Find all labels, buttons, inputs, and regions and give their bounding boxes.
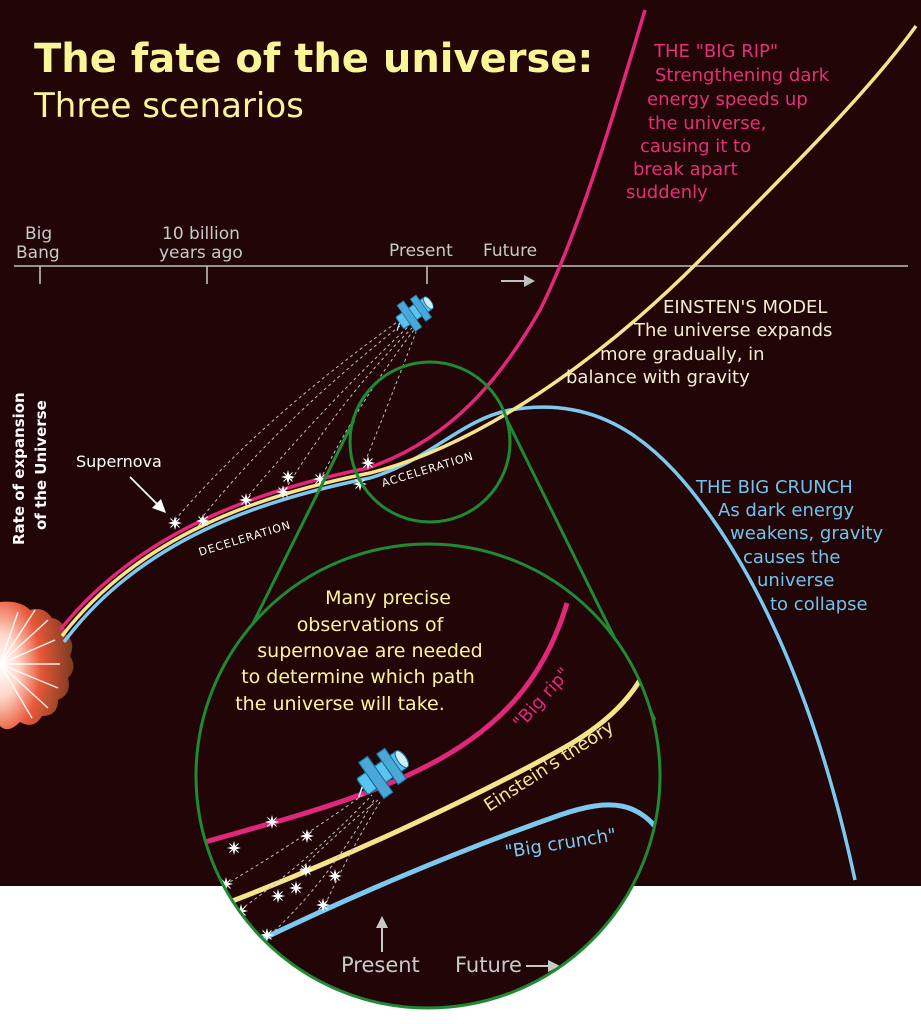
einstein-description: EINSTEN'S MODEL The universe expands mor… [566,297,832,388]
svg-text:the universe,: the universe, [648,113,766,134]
svg-text:Strengthening dark: Strengthening dark [655,65,830,86]
svg-text:universe: universe [757,570,834,591]
observation-lines [174,319,417,521]
svg-text:the universe will take.: the universe will take. [235,693,445,715]
svg-text:Many precise: Many precise [325,587,451,609]
magnifier-small-circle [348,360,512,524]
label-present: Present [389,241,453,261]
inset-future-arrow-icon [526,960,560,972]
future-arrow-icon [501,275,535,287]
svg-text:suddenly: suddenly [626,182,708,203]
inset-note: Many precise observations of supernovae … [235,587,482,715]
svg-text:THE "BIG RIP": THE "BIG RIP" [653,41,778,62]
svg-text:THE BIG CRUNCH: THE BIG CRUNCH [695,477,853,498]
svg-text:causing it to: causing it to [640,136,751,157]
svg-text:break apart: break apart [633,159,738,180]
big-rip-curve [58,9,647,632]
inset-future-label: Future [455,953,522,977]
label-future: Future [483,241,537,261]
svg-text:causes the: causes the [743,547,840,568]
inset-big-rip-curve [204,602,570,845]
label-bang: Bang [16,243,60,263]
svg-text:balance with gravity: balance with gravity [566,367,750,388]
big-crunch-curve [62,405,857,881]
svg-text:EINSTEN'S MODEL: EINSTEN'S MODEL [663,297,827,318]
supernova-arrow-icon [129,476,166,513]
inset-present-arrow-icon [376,916,388,952]
page-subtitle: Three scenarios [33,86,304,126]
y-axis-label-line1: Rate of expansion [10,392,28,545]
svg-text:As dark energy: As dark energy [718,500,854,521]
page-title: The fate of the universe: [34,36,593,82]
inset-magnified-view [194,542,662,1010]
svg-text:to collapse: to collapse [770,594,868,615]
big-bang-burst [0,601,74,730]
svg-text:The universe expands: The universe expands [633,320,832,341]
svg-text:energy speeds up: energy speeds up [647,89,808,110]
label-10-billion: 10 billion [162,224,240,244]
svg-text:supernovae are needed: supernovae are needed [257,640,482,662]
label-big: Big [25,224,52,244]
svg-text:observations of: observations of [297,614,445,636]
label-years-ago: years ago [159,243,243,263]
svg-text:to determine which path: to determine which path [241,666,475,688]
y-axis-label-line2: of the Universe [32,400,50,530]
inset-circle-border [194,542,662,1010]
svg-text:weakens, gravity: weakens, gravity [730,523,883,544]
inset-big-crunch-curve [228,802,660,958]
big-rip-description: THE "BIG RIP" Strengthening dark energy … [626,41,830,203]
supernova-label: Supernova [76,452,162,471]
einstein-curve [60,24,918,638]
big-crunch-description: THE BIG CRUNCH As dark energy weakens, g… [695,477,883,615]
svg-text:more gradually, in: more gradually, in [600,344,765,365]
inset-present-label: Present [341,953,420,977]
